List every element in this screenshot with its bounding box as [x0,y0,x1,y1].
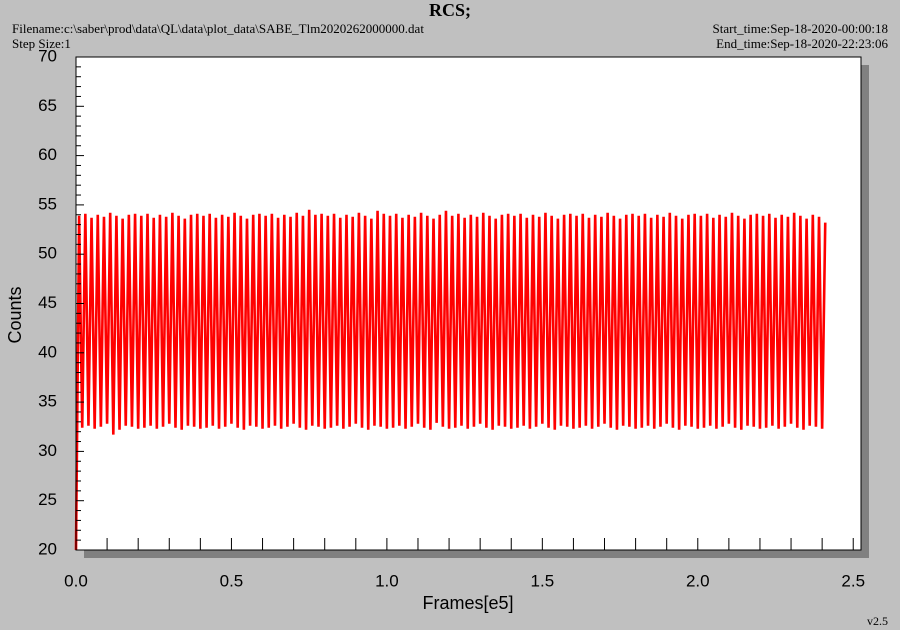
y-tick-label: 40 [38,342,57,361]
version: v2.5 [867,614,888,628]
y-tick-label: 55 [38,194,57,213]
filename: Filename:c:\saber\prod\data\QL\data\plot… [12,21,424,36]
x-tick-label: 2.0 [686,571,710,590]
data-line [74,209,827,551]
start-time: Start_time:Sep-18-2020-00:00:18 [713,21,888,36]
y-tick-label: 25 [38,490,57,509]
y-tick-label: 65 [38,96,57,115]
y-tick-label: 20 [38,539,57,558]
y-tick-label: 70 [38,46,57,65]
x-tick-label: 1.0 [375,571,399,590]
x-tick-label: 0.0 [64,571,88,590]
y-tick-label: 35 [38,392,57,411]
step-size: Step Size:1 [12,36,71,51]
y-axis-label: Counts [5,286,25,343]
chart-title: RCS; [429,0,471,20]
y-tick-label: 50 [38,244,57,263]
x-tick-label: 0.5 [220,571,244,590]
x-axis-label: Frames[e5] [422,593,513,613]
y-tick-label: 30 [38,441,57,460]
x-tick-label: 2.5 [841,571,865,590]
end-time: End_time:Sep-18-2020-22:23:06 [716,36,888,51]
x-tick-label: 1.5 [531,571,555,590]
y-tick-label: 45 [38,293,57,312]
y-tick-label: 60 [38,145,57,164]
